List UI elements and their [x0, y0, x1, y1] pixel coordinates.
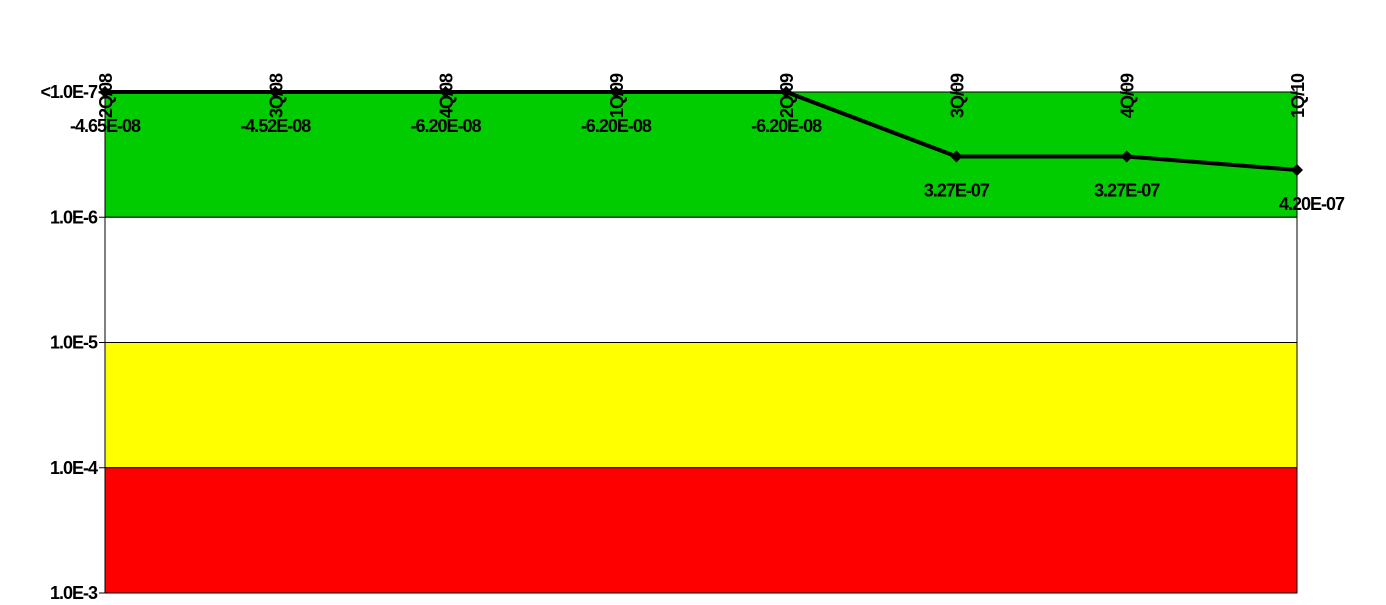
band-1 [104, 216, 1298, 343]
band-3 [104, 467, 1298, 594]
band-2 [104, 342, 1298, 469]
category-label: 1Q/10 [1288, 73, 1308, 118]
y-axis: <1.0E-7 1.0E-6 1.0E-5 1.0E-4 1.0E-3 [40, 82, 105, 603]
data-label: 3.27E-07 [1094, 180, 1160, 200]
data-label: -4.65E-08 [70, 116, 141, 136]
risk-bands [104, 91, 1298, 594]
y-tick-label: <1.0E-7 [40, 82, 98, 102]
y-tick-label: 1.0E-5 [50, 333, 98, 353]
data-label: -6.20E-08 [751, 116, 822, 136]
data-point [950, 150, 963, 163]
data-point [1120, 150, 1133, 163]
category-label: 4Q/09 [1118, 73, 1138, 118]
data-label: -6.20E-08 [411, 116, 482, 136]
data-point [269, 86, 282, 98]
series-line [105, 90, 1298, 173]
data-point [439, 86, 452, 98]
data-label: 3.27E-07 [924, 180, 990, 200]
data-point [780, 86, 793, 98]
y-tick-label: 1.0E-3 [50, 583, 98, 603]
series-group: -4.65E-08 -4.52E-08 -6.20E-08 -6.20E-08 -6.2… [70, 86, 1346, 214]
y-tick-label: 1.0E-6 [50, 207, 98, 227]
data-label: -6.20E-08 [581, 116, 652, 136]
data-point [99, 86, 111, 98]
y-tick-label: 1.0E-4 [50, 458, 98, 478]
data-point [609, 86, 622, 98]
data-label: 4.20E-07 [1279, 194, 1345, 214]
data-label: -4.52E-08 [240, 116, 311, 136]
data-point [1291, 164, 1303, 177]
category-label: 3Q/09 [947, 73, 967, 118]
